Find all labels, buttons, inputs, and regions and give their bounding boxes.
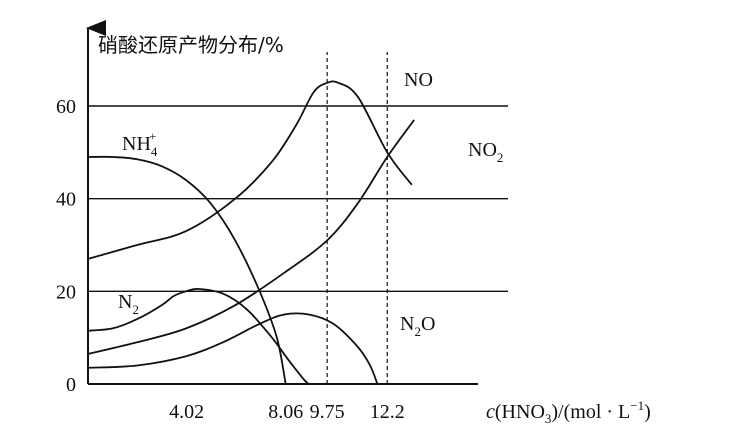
- series-line-n2: [87, 288, 310, 385]
- x-tick-label: 12.2: [370, 401, 405, 423]
- y-tick-label: 20: [56, 281, 76, 303]
- series-line-no2: [87, 119, 415, 355]
- reference-lines: [326, 52, 388, 384]
- series-label-n2: N2: [118, 291, 139, 317]
- series-label-n2o: N2O: [400, 313, 435, 339]
- y-tick-label: 0: [66, 374, 76, 396]
- y-tick-label: 60: [56, 96, 76, 118]
- x-tick-label: 9.75: [310, 401, 345, 423]
- y-tick-labels: 0 20 40 60: [56, 96, 76, 396]
- series-label-no2: NO2: [468, 139, 503, 165]
- series-line-nh4: [87, 155, 287, 385]
- series-line-no: [87, 80, 413, 260]
- gridlines: [88, 105, 508, 293]
- y-tick-label: 40: [56, 189, 76, 211]
- series-lines: [87, 80, 415, 385]
- y-axis-label: 硝酸还原产物分布/%: [98, 33, 284, 57]
- x-axis-label: c(HNO3)/(mol · L−1): [486, 398, 651, 426]
- series-label-nh4: NH4+: [122, 129, 158, 159]
- series-label-no: NO: [404, 69, 433, 91]
- series-line-n2o: [87, 312, 379, 385]
- x-tick-labels: 4.02 8.06 9.75 12.2: [169, 401, 405, 423]
- x-tick-label: 4.02: [169, 401, 204, 423]
- x-tick-label: 8.06: [268, 401, 303, 423]
